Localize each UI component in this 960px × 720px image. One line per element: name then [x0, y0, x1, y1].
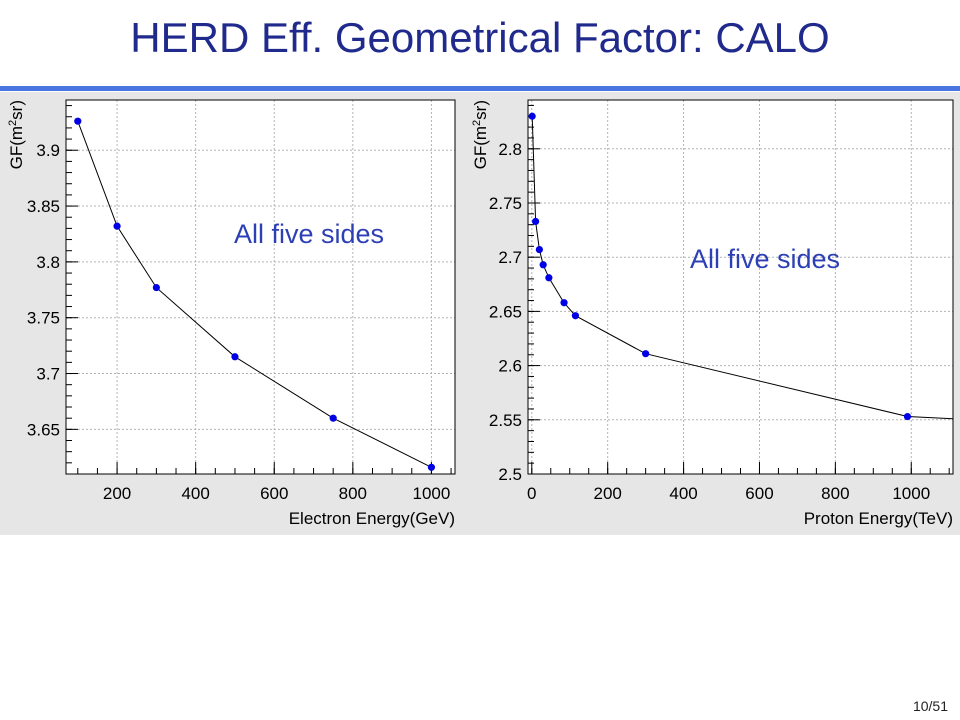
y-tick-label: 3.9: [36, 141, 60, 160]
x-tick-label: 400: [669, 484, 697, 503]
x-tick-label: 200: [594, 484, 622, 503]
data-point: [571, 312, 580, 320]
plot-area: [528, 100, 953, 474]
data-point: [560, 299, 568, 307]
data-point: [545, 274, 553, 282]
data-point: [528, 112, 536, 120]
page-number: 10/51: [912, 698, 948, 714]
series-line: [77, 121, 432, 468]
y-tick-label: 3.65: [27, 420, 60, 439]
data-point: [535, 246, 543, 254]
data-point: [152, 283, 160, 292]
y-axis-label: GF(m2sr): [7, 100, 26, 169]
electron-annotation: All five sides: [234, 219, 385, 249]
x-tick-label: 600: [745, 484, 773, 503]
proton-annotation: All five sides: [690, 244, 841, 274]
data-point: [539, 261, 547, 269]
data-point: [531, 217, 540, 226]
y-tick-label: 3.7: [36, 365, 60, 384]
y-tick-label: 2.8: [498, 140, 522, 159]
x-tick-label: 1000: [413, 484, 451, 503]
data-point: [231, 353, 239, 361]
y-tick-label: 3.8: [36, 253, 60, 272]
y-tick-label: 2.75: [489, 194, 522, 213]
data-point: [642, 350, 650, 358]
electron-chart-panel: 200 400 600 800 1000 3.65 3.7 3.75 3.8 3.85 3.9 Ele…: [0, 92, 462, 535]
proton-chart-panel: 0 200 400 600 800 1000 2.5 2.55 2.6 2.65 2.7 2.75 2.…: [462, 92, 960, 535]
data-point: [329, 414, 337, 422]
y-tick-label: 2.55: [489, 411, 522, 430]
y-tick-label: 2.5: [498, 465, 522, 484]
x-tick-label: 600: [260, 484, 288, 503]
data-point: [427, 463, 436, 471]
y-tick-label: 2.6: [498, 357, 522, 376]
x-axis-label: Electron Energy(GeV): [289, 509, 455, 528]
x-tick-label: 800: [821, 484, 849, 503]
title-underline: [0, 86, 960, 91]
slide-title: HERD Eff. Geometrical Factor: CALO: [130, 14, 830, 61]
x-tick-label: 0: [527, 484, 536, 503]
x-tick-label: 400: [181, 484, 209, 503]
data-point: [74, 117, 82, 125]
plot-frame: [65, 99, 456, 475]
x-axis-label: Proton Energy(TeV): [804, 509, 953, 528]
x-tick-label: 1000: [892, 484, 930, 503]
proton-gf-chart: 0 200 400 600 800 1000 2.5 2.55 2.6 2.65 2.7 2.75 2.…: [471, 99, 954, 528]
electron-gf-chart: 200 400 600 800 1000 3.65 3.7 3.75 3.8 3.85 3.9 Ele…: [7, 99, 456, 528]
y-axis-label: GF(m2sr): [471, 100, 490, 169]
plot-area: [66, 100, 455, 474]
plot-frame: [527, 99, 954, 475]
y-tick-label: 2.65: [489, 302, 522, 321]
x-tick-label: 200: [103, 484, 131, 503]
data-point: [903, 412, 912, 421]
y-tick-label: 2.7: [498, 248, 522, 267]
data-point: [113, 222, 121, 230]
series-line: [531, 116, 954, 420]
y-tick-label: 3.75: [27, 309, 60, 328]
x-tick-label: 800: [339, 484, 367, 503]
y-tick-label: 3.85: [27, 197, 60, 216]
